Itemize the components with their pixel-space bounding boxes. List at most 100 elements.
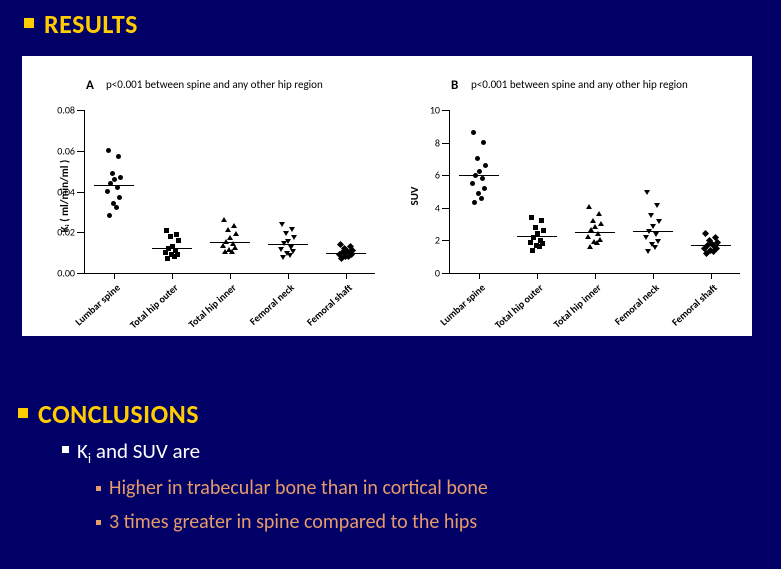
y-tick [77,192,85,193]
data-point [656,219,662,224]
conclusion-bullet-2b-text: 3 times greater in spine compared to the… [109,510,477,534]
data-point [533,225,538,230]
data-point [594,240,600,245]
data-point [702,250,709,257]
data-point [643,235,649,240]
y-tick [442,240,450,241]
figure: A p<0.001 between spine and any other hi… [22,56,752,336]
data-point [475,156,480,161]
data-point [476,191,481,196]
data-point [172,254,177,259]
data-point [165,256,170,261]
data-point [108,181,113,186]
y-tick-label: 4 [435,201,440,214]
x-tick-label: Femoral neck [247,281,297,328]
y-tick-label: 8 [435,136,440,149]
x-tick [114,273,115,279]
x-tick-label: Total hip outer [127,281,181,331]
y-tick-label: 0.02 [57,226,75,239]
data-point [337,255,344,262]
data-point [281,241,287,246]
data-point [653,232,659,237]
heading-results-text: RESULTS [44,8,138,40]
conclusion-bullet-2a-text: Higher in trabecular bone than in cortic… [109,476,488,500]
data-point [107,213,112,218]
x-tick [346,273,347,279]
data-point [709,248,716,255]
y-tick-label: 0 [435,267,440,280]
data-point [168,234,173,239]
x-tick [653,273,654,279]
x-tick-label: Total hip inner [186,281,239,331]
x-tick-label: Femoral shaft [304,281,355,329]
panel-a-label: A [86,78,94,93]
data-point [479,196,484,201]
y-tick [77,232,85,233]
panel-b-ylabel: SUV [408,187,421,206]
y-tick-label: 6 [435,169,440,182]
heading-results: RESULTS [24,8,138,40]
text-fragment: and SUV are [91,438,200,464]
x-tick-label: Lumbar spine [437,281,487,328]
data-point [541,228,546,233]
x-tick-label: Lumbar spine [72,281,122,328]
conclusion-bullet-2a: Higher in trabecular bone than in cortic… [96,476,488,500]
data-point [229,249,235,254]
conclusion-bullet-2b: 3 times greater in spine compared to the… [96,510,477,534]
mean-bar [94,185,135,186]
data-point [590,218,596,223]
data-point [481,140,486,145]
data-point [163,250,168,255]
y-tick-label: 0.06 [57,144,75,157]
data-point [283,231,289,236]
y-tick [442,273,450,274]
data-point [471,130,476,135]
data-point [174,232,179,237]
bullet-icon [62,446,69,453]
data-point [280,255,286,260]
data-point [537,244,542,249]
data-point [586,204,592,209]
x-tick [172,273,173,279]
chart-panel-b: B p<0.001 between spine and any other hi… [387,56,752,336]
x-tick [230,273,231,279]
text-fragment: K [77,438,88,464]
data-point [114,205,119,210]
y-tick-label: 2 [435,234,440,247]
data-point [644,190,650,195]
y-tick-label: 0.00 [57,267,75,280]
x-tick [288,273,289,279]
x-tick-label: Femoral shaft [669,281,720,329]
y-tick [442,208,450,209]
x-tick-label: Total hip outer [492,281,546,331]
panel-b-label: B [451,78,458,93]
y-tick [77,110,85,111]
y-tick [442,110,450,111]
data-point [652,245,658,250]
bullet-icon [24,18,34,28]
data-point [598,221,604,226]
data-point [115,185,120,190]
y-tick-label: 0.04 [57,185,75,198]
data-point [587,244,593,249]
data-point [110,171,115,176]
data-point [701,230,708,237]
data-point [645,249,651,254]
data-point [106,148,111,153]
y-tick-label: 10 [430,104,440,117]
data-point [480,176,485,181]
heading-conclusions: CONCLUSIONS [18,398,199,430]
data-point [483,163,488,168]
bullet-icon [96,486,101,491]
data-point [233,231,239,236]
data-point [279,222,285,227]
data-point [482,186,487,191]
y-tick [442,143,450,144]
data-point [470,181,475,186]
data-point [646,229,652,234]
data-point [225,227,231,232]
data-point [117,195,122,200]
data-point [176,238,181,243]
data-point [654,203,660,208]
data-point [648,213,654,218]
